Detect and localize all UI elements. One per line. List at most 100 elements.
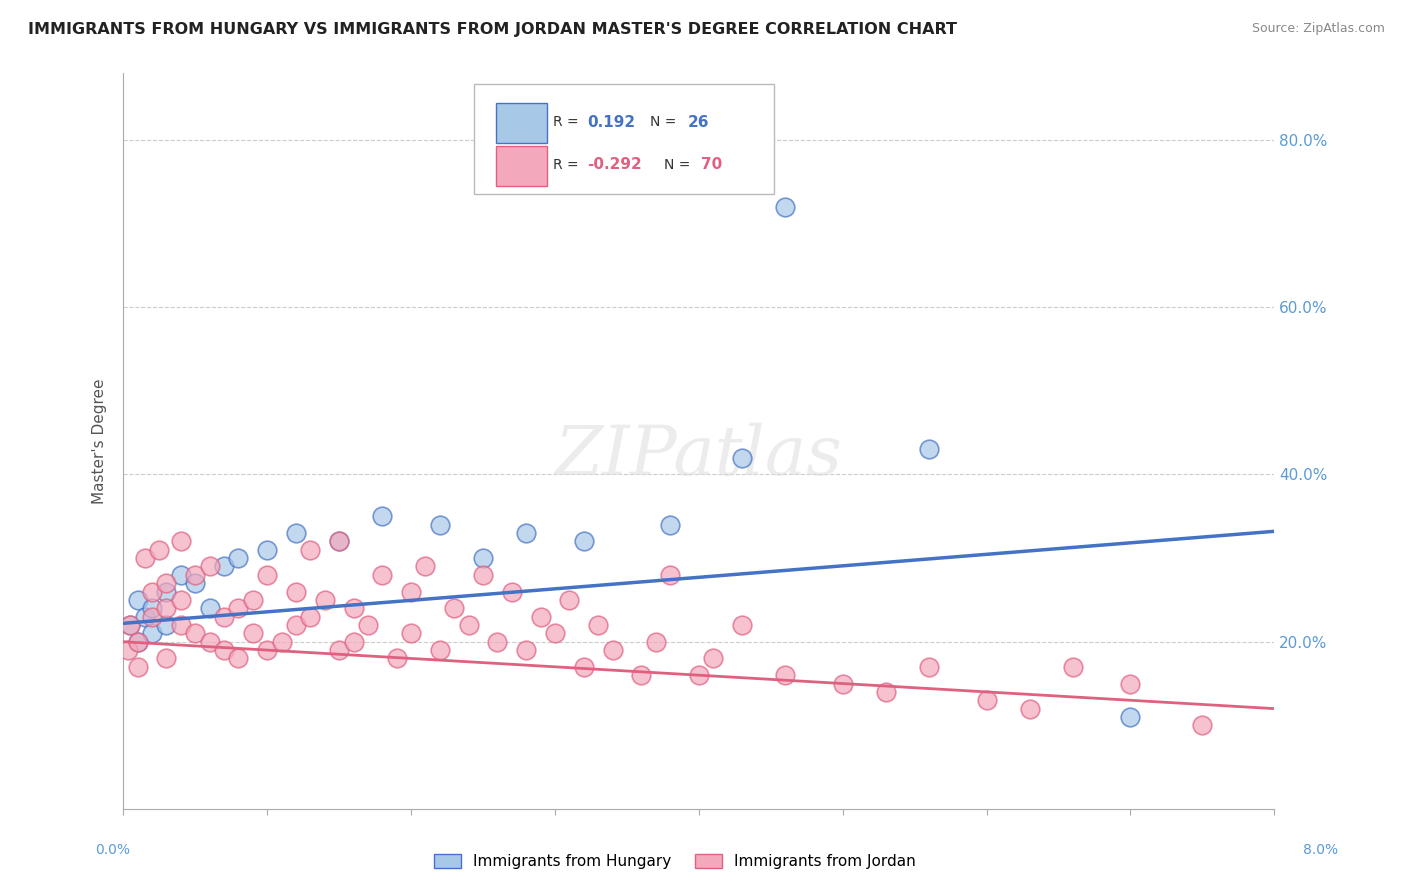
Point xyxy=(184,576,207,591)
Y-axis label: Master's Degree: Master's Degree xyxy=(93,378,107,504)
Point xyxy=(314,593,336,607)
Point xyxy=(831,676,853,690)
Point xyxy=(429,517,451,532)
Point xyxy=(127,593,149,607)
Point xyxy=(688,668,710,682)
Point xyxy=(170,534,193,549)
Point xyxy=(875,685,897,699)
Point xyxy=(544,626,567,640)
Point xyxy=(198,601,221,615)
Point xyxy=(731,618,754,632)
Point xyxy=(918,660,941,674)
Point xyxy=(141,626,163,640)
Point xyxy=(472,567,495,582)
Point xyxy=(659,567,682,582)
Point xyxy=(773,668,796,682)
Point xyxy=(328,534,350,549)
Point xyxy=(328,534,350,549)
Point xyxy=(415,559,437,574)
Point xyxy=(457,618,479,632)
Text: 8.0%: 8.0% xyxy=(1303,843,1339,857)
Point xyxy=(127,634,149,648)
Text: N =: N = xyxy=(651,115,676,129)
Point xyxy=(515,526,537,541)
Point xyxy=(242,593,264,607)
Point xyxy=(170,593,193,607)
Legend: Immigrants from Hungary, Immigrants from Jordan: Immigrants from Hungary, Immigrants from… xyxy=(427,848,922,875)
Point xyxy=(242,626,264,640)
Point xyxy=(284,618,307,632)
Point xyxy=(1191,718,1213,732)
Point xyxy=(256,567,278,582)
Point xyxy=(284,526,307,541)
Point xyxy=(731,450,754,465)
Point xyxy=(170,618,193,632)
Point xyxy=(170,567,193,582)
Point xyxy=(228,551,250,566)
Point xyxy=(976,693,998,707)
Point xyxy=(148,542,170,557)
Text: 0.0%: 0.0% xyxy=(96,843,131,857)
Point xyxy=(429,643,451,657)
Point xyxy=(342,634,364,648)
Point xyxy=(212,559,235,574)
Point xyxy=(572,660,595,674)
Point xyxy=(371,567,394,582)
Point xyxy=(284,584,307,599)
Point xyxy=(134,609,156,624)
Point xyxy=(155,601,177,615)
Point xyxy=(1119,710,1142,724)
Point xyxy=(256,542,278,557)
Point xyxy=(328,643,350,657)
Point xyxy=(155,618,177,632)
Point xyxy=(586,618,609,632)
Text: R =: R = xyxy=(553,115,578,129)
Point xyxy=(228,601,250,615)
Point xyxy=(127,634,149,648)
Point xyxy=(184,626,207,640)
Point xyxy=(120,618,142,632)
Point xyxy=(141,584,163,599)
Text: ZIPatlas: ZIPatlas xyxy=(555,422,842,489)
Point xyxy=(371,509,394,524)
Point xyxy=(299,542,322,557)
Point xyxy=(501,584,523,599)
Point xyxy=(558,593,581,607)
Point xyxy=(155,576,177,591)
Point xyxy=(141,609,163,624)
Point xyxy=(443,601,465,615)
Point xyxy=(141,601,163,615)
Text: R =: R = xyxy=(553,158,578,172)
Point xyxy=(212,609,235,624)
Point xyxy=(529,609,551,624)
Text: 0.192: 0.192 xyxy=(588,115,636,130)
Point xyxy=(1062,660,1084,674)
Point xyxy=(120,618,142,632)
Point xyxy=(659,517,682,532)
Text: IMMIGRANTS FROM HUNGARY VS IMMIGRANTS FROM JORDAN MASTER'S DEGREE CORRELATION CH: IMMIGRANTS FROM HUNGARY VS IMMIGRANTS FR… xyxy=(28,22,957,37)
Point xyxy=(1119,676,1142,690)
Text: N =: N = xyxy=(664,158,690,172)
Point xyxy=(702,651,724,665)
Point xyxy=(256,643,278,657)
Text: 70: 70 xyxy=(702,158,723,172)
Point xyxy=(918,442,941,457)
Point xyxy=(155,651,177,665)
Point xyxy=(198,634,221,648)
Point xyxy=(127,660,149,674)
Point xyxy=(212,643,235,657)
FancyBboxPatch shape xyxy=(496,103,547,143)
Point xyxy=(472,551,495,566)
Point xyxy=(184,567,207,582)
Point xyxy=(385,651,408,665)
Point xyxy=(299,609,322,624)
Point xyxy=(134,551,156,566)
Point xyxy=(630,668,652,682)
Point xyxy=(572,534,595,549)
Point xyxy=(644,634,666,648)
Point xyxy=(198,559,221,574)
Text: Source: ZipAtlas.com: Source: ZipAtlas.com xyxy=(1251,22,1385,36)
Point xyxy=(270,634,292,648)
Point xyxy=(399,626,422,640)
Point xyxy=(117,643,139,657)
